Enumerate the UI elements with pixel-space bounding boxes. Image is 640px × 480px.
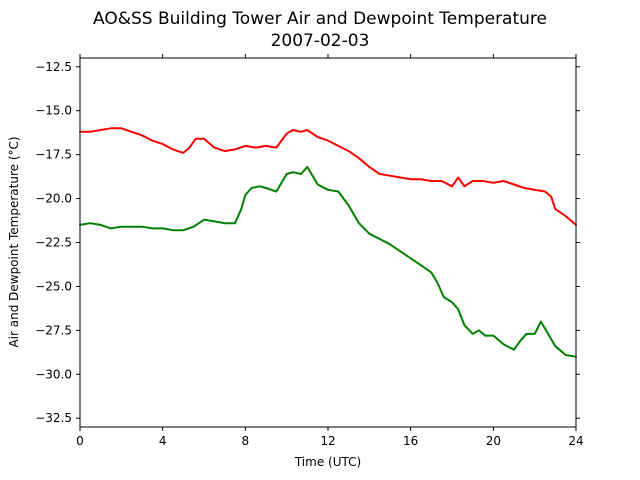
y-tick-label: −17.5 [35, 148, 72, 162]
y-tick-label: −25.0 [35, 279, 72, 293]
x-axis-label: Time (UTC) [294, 455, 361, 469]
chart-title: AO&SS Building Tower Air and Dewpoint Te… [93, 9, 547, 29]
y-tick-label: −15.0 [35, 104, 72, 118]
y-tick-label: −22.5 [35, 236, 72, 250]
x-tick-label: 8 [242, 434, 250, 448]
x-tick-label: 0 [76, 434, 84, 448]
plot-frame [79, 57, 577, 428]
air-temperature-line [79, 127, 577, 226]
x-tick-label: 12 [320, 434, 335, 448]
y-tick-label: −12.5 [35, 60, 72, 74]
y-tick-label: −32.5 [35, 411, 72, 425]
x-tick-label: 4 [159, 434, 167, 448]
chart-subtitle: 2007-02-03 [271, 31, 370, 51]
x-tick-label: 16 [403, 434, 418, 448]
y-tick-label: −20.0 [35, 192, 72, 206]
y-tick-label: −27.5 [35, 323, 72, 337]
series-layer [79, 127, 577, 358]
x-tick-label: 20 [486, 434, 501, 448]
y-tick-label: −30.0 [35, 367, 72, 381]
axes-layer: 0 4 8 12 16 20 24 −32.5 −30.0 −27.5 −25.0 −22.5 −20.… [35, 54, 584, 448]
dewpoint-temperature-line [79, 165, 577, 358]
y-axis-label: Air and Dewpoint Temperature (°C) [7, 136, 21, 347]
x-tick-label: 24 [568, 434, 583, 448]
plot-area [80, 58, 576, 427]
